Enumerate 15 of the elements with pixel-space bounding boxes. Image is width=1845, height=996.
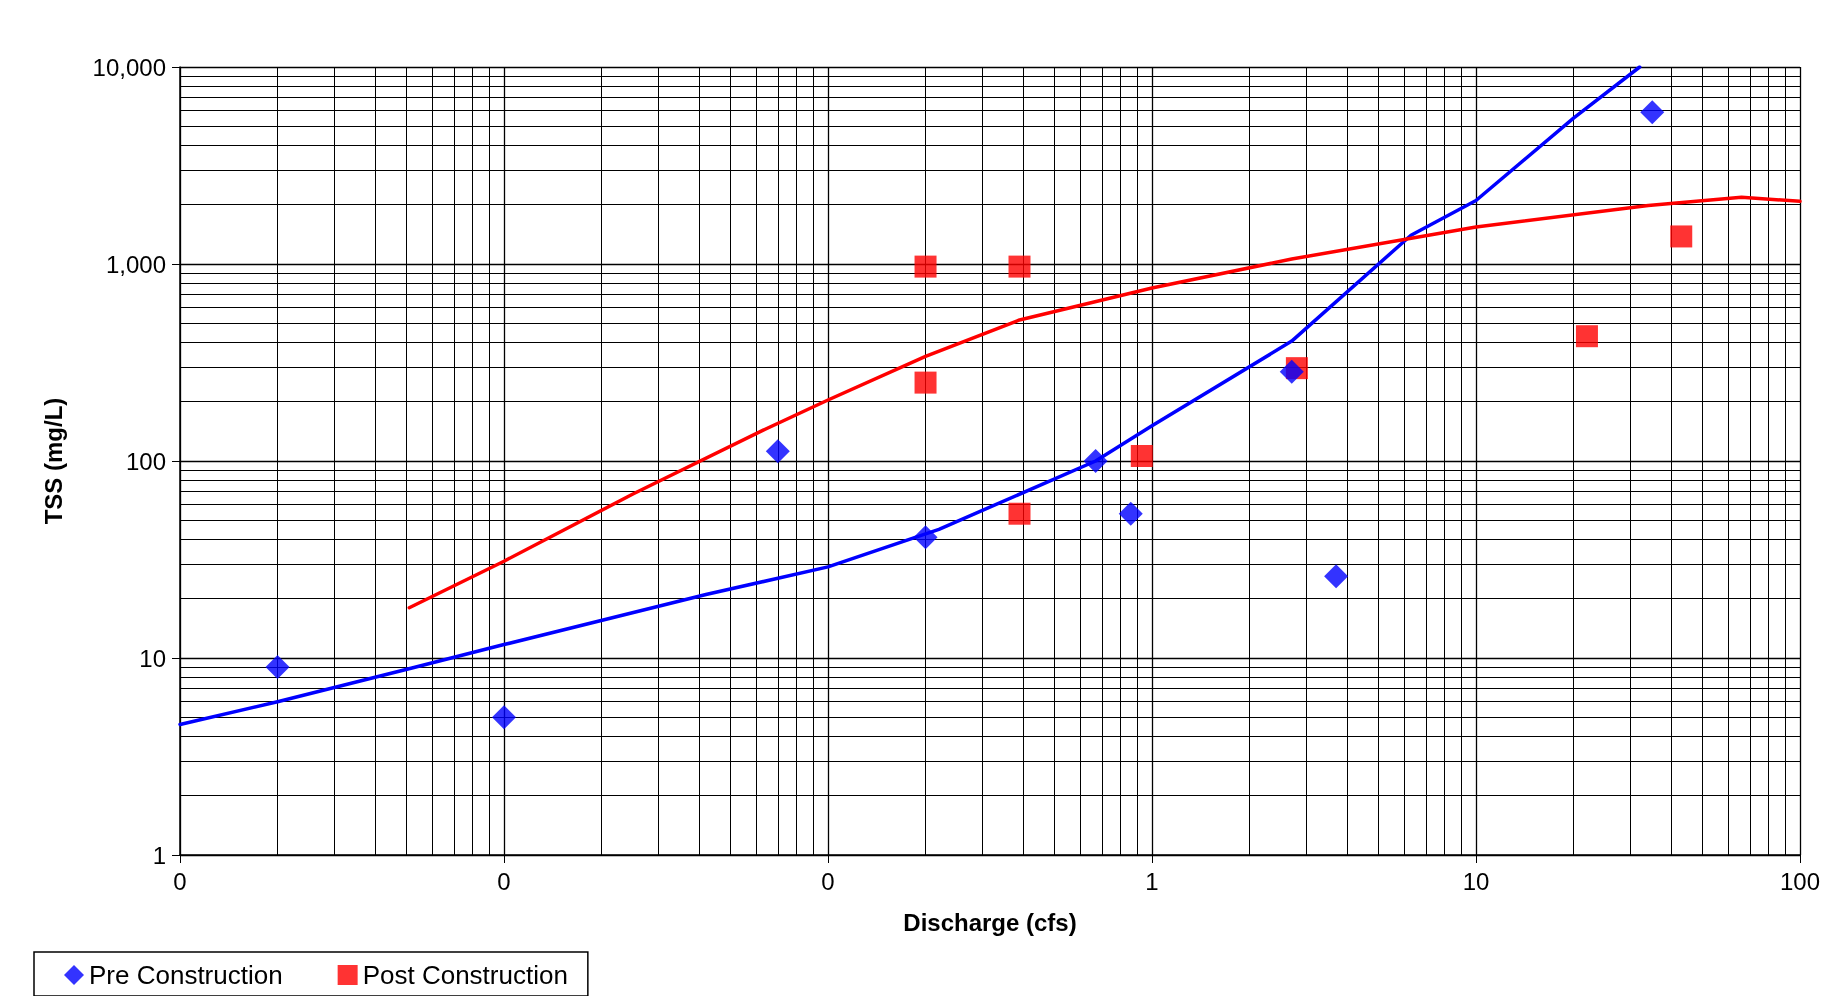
legend-label: Pre Construction — [89, 960, 283, 990]
x-tick-label: 100 — [1779, 867, 1821, 895]
x-tick-label: 0 — [173, 867, 187, 895]
y-tick-label: 1,000 — [105, 250, 166, 278]
y-axis-title: TSS (mg/L) — [39, 397, 67, 525]
y-tick-label: 100 — [125, 447, 166, 475]
x-tick-label: 0 — [497, 867, 511, 895]
x-tick-label: 1 — [1145, 867, 1159, 895]
x-axis-title: Discharge (cfs) — [903, 908, 1077, 936]
y-tick-label: 10 — [139, 644, 166, 672]
y-tick-label: 10,000 — [92, 53, 166, 81]
x-tick-label: 0 — [821, 867, 835, 895]
x-tick-label: 10 — [1462, 867, 1490, 895]
y-tick-label: 1 — [152, 841, 166, 869]
legend-label: Post Construction — [362, 960, 568, 990]
